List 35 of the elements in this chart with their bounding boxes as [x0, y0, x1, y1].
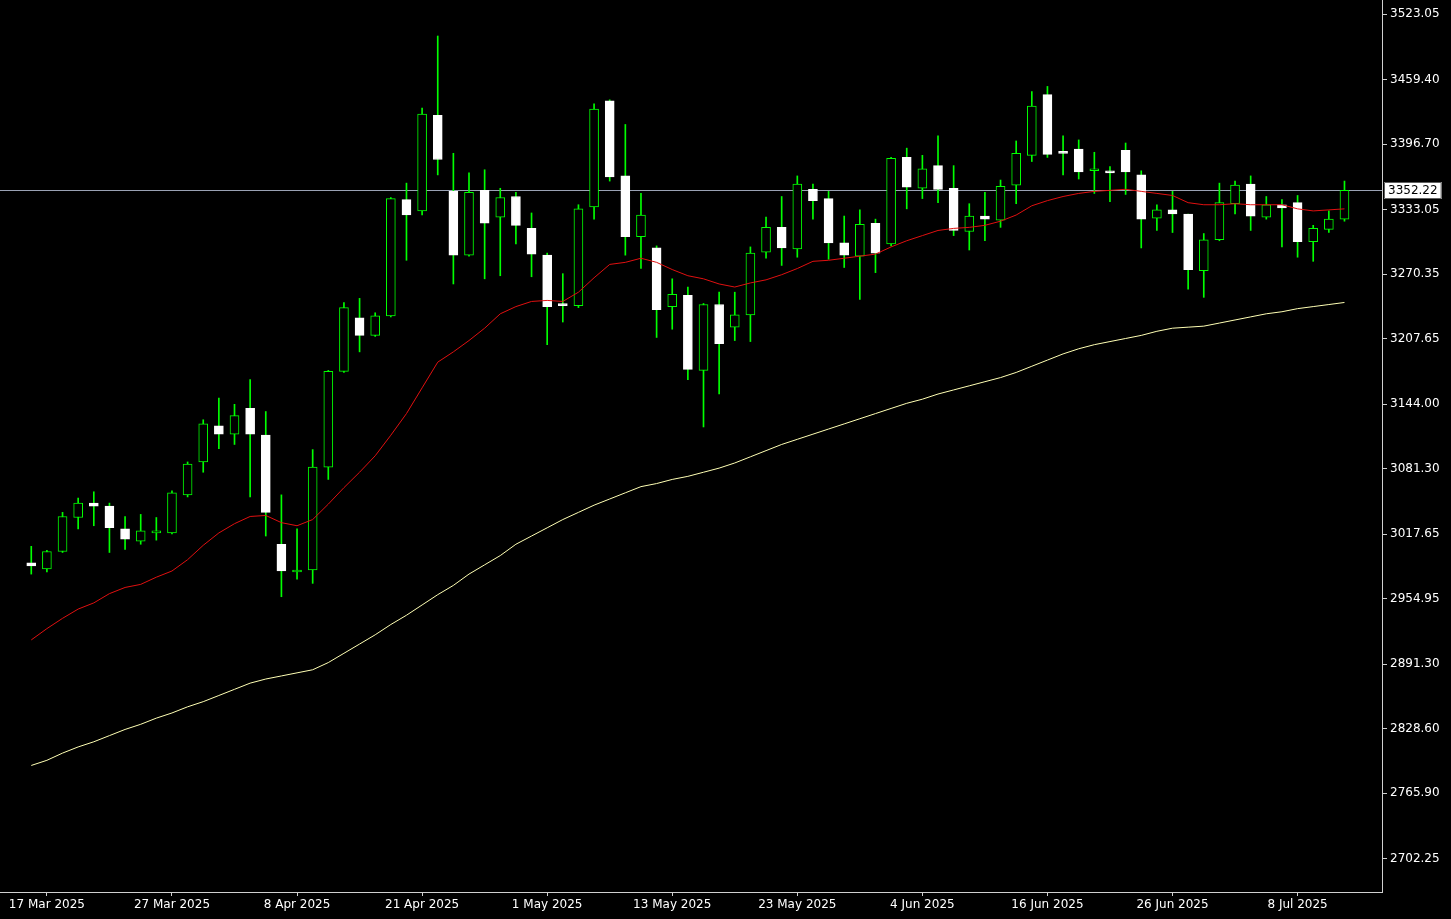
y-tick-label: 3144.00 [1390, 396, 1440, 411]
x-tick-label: 26 Jun 2025 [1136, 897, 1209, 912]
x-tick-label: 8 Apr 2025 [263, 897, 331, 912]
y-tick-label: 3459.40 [1390, 71, 1440, 86]
y-tick-label: 3207.65 [1390, 330, 1440, 345]
y-tick-label: 2765.90 [1390, 785, 1440, 800]
y-tick-label: 3333.05 [1390, 201, 1440, 216]
x-tick-label: 16 Jun 2025 [1011, 897, 1084, 912]
candlestick [495, 187, 506, 277]
candlestick [26, 545, 37, 575]
candlestick [1058, 135, 1068, 176]
candlestick [88, 491, 99, 527]
x-tick-label: 17 Mar 2025 [8, 897, 85, 912]
candlestick [557, 273, 568, 323]
x-tick-label: 8 Jul 2025 [1267, 897, 1328, 912]
y-tick-label: 3270.35 [1390, 266, 1440, 281]
y-tick-label: 2954.95 [1390, 590, 1440, 605]
y-tick-label: 3017.65 [1390, 526, 1440, 541]
x-tick-label: 4 Jun 2025 [890, 897, 955, 912]
y-tick-label: 2702.25 [1390, 850, 1440, 865]
candlestick [214, 397, 224, 449]
ref-line-label: 3352.22 [1388, 183, 1438, 198]
x-tick-label: 13 May 2025 [633, 897, 712, 912]
y-tick-label: 2891.30 [1390, 656, 1440, 671]
x-tick-label: 1 May 2025 [511, 897, 583, 912]
x-tick-label: 23 May 2025 [758, 897, 837, 912]
y-tick-label: 3081.30 [1390, 460, 1440, 475]
y-tick-label: 3396.70 [1390, 136, 1440, 151]
candlestick [1105, 166, 1115, 202]
y-tick-label: 3523.05 [1390, 6, 1440, 21]
candlestick [245, 379, 255, 498]
x-tick-label: 27 Mar 2025 [133, 897, 211, 912]
candlestick [667, 278, 678, 330]
y-tick-label: 2828.60 [1390, 720, 1440, 735]
x-tick-label: 21 Apr 2025 [385, 897, 460, 912]
